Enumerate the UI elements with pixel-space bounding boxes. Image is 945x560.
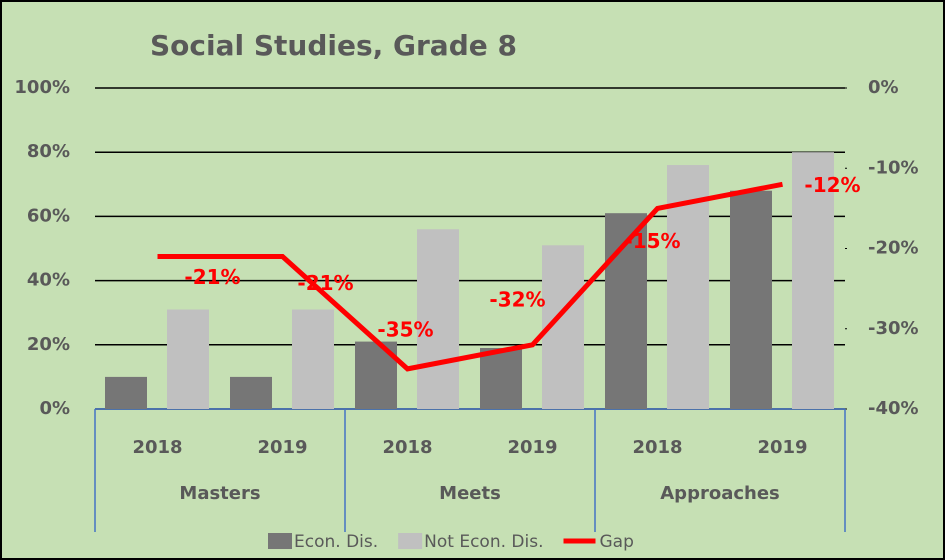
bar (792, 152, 834, 409)
legend-label: Not Econ. Dis. (424, 532, 543, 552)
legend-swatch (268, 533, 292, 549)
y2-tick-label: -40% (868, 398, 919, 419)
y-tick-label: 40% (27, 270, 70, 291)
bar (730, 190, 772, 409)
bar (105, 376, 147, 409)
y-tick-label: 80% (27, 141, 70, 162)
data-label: -12% (804, 173, 860, 197)
bar (167, 309, 209, 409)
data-label: -35% (377, 317, 433, 341)
bar (417, 229, 459, 409)
category-group-label: Approaches (660, 483, 780, 504)
y-tick-label: 60% (27, 205, 70, 226)
line (157, 181, 783, 372)
x-tick-label: 2018 (632, 437, 682, 458)
y2-tick-label: 0% (868, 77, 899, 98)
x-tick-label: 2019 (257, 437, 307, 458)
y2-tick-label: -30% (868, 318, 919, 339)
x-tick-label: 2018 (132, 437, 182, 458)
legend-swatch (398, 533, 423, 549)
y2-tick-label: -10% (868, 157, 919, 178)
y-tick-label: 100% (14, 77, 70, 98)
legend-label: Econ. Dis. (294, 532, 378, 552)
x-tick-label: 2018 (382, 437, 432, 458)
category-group-label: Masters (179, 483, 260, 504)
bar (292, 309, 334, 409)
data-label: -15% (624, 229, 680, 253)
legend-label: Gap (600, 532, 634, 552)
bar (230, 376, 272, 409)
chart-title: Social Studies, Grade 8 (150, 29, 517, 62)
data-label: -21% (184, 265, 240, 289)
x-tick-label: 2019 (757, 437, 807, 458)
y-tick-label: 0% (39, 398, 70, 419)
y-tick-label: 20% (27, 334, 70, 355)
data-label: -21% (297, 271, 353, 295)
x-tick-label: 2019 (507, 437, 557, 458)
data-label: -32% (489, 287, 545, 311)
bar (480, 348, 522, 409)
category-group-label: Meets (439, 483, 501, 504)
y2-tick-label: -20% (868, 238, 919, 259)
